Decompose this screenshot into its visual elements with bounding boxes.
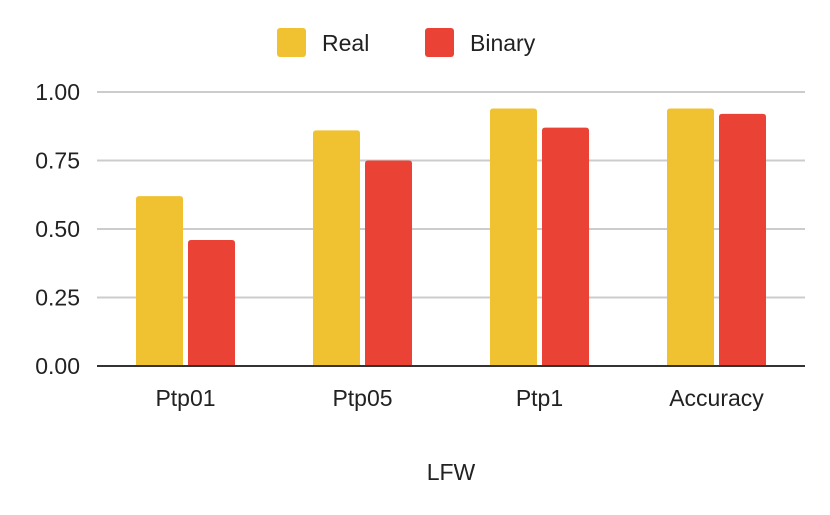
y-tick-label: 0.25 xyxy=(35,285,80,311)
bar-binary-ptp05 xyxy=(365,160,412,366)
x-tick-label: Accuracy xyxy=(669,385,764,411)
legend: Real Binary xyxy=(277,28,536,57)
x-tick-label: Ptp1 xyxy=(516,385,563,411)
bar-real-ptp01 xyxy=(136,196,183,366)
y-tick-label: 0.75 xyxy=(35,148,80,174)
bar-binary-ptp1 xyxy=(542,127,589,367)
x-axis-ticks: Ptp01 Ptp05 Ptp1 Accuracy xyxy=(155,385,764,411)
y-tick-label: 1.00 xyxy=(35,79,80,105)
bars xyxy=(136,108,766,367)
x-tick-label: Ptp01 xyxy=(155,385,215,411)
bar-binary-accuracy xyxy=(719,113,766,366)
y-tick-label: 0.00 xyxy=(35,353,80,379)
x-axis-title: LFW xyxy=(427,459,476,485)
x-tick-label: Ptp05 xyxy=(332,385,392,411)
bar-real-ptp05 xyxy=(313,130,360,366)
bar-binary-ptp01 xyxy=(188,239,235,366)
bar-real-ptp1 xyxy=(490,108,537,366)
bar-real-accuracy xyxy=(667,108,714,366)
legend-swatch-real xyxy=(277,28,306,57)
legend-label-real: Real xyxy=(322,30,369,56)
y-axis-ticks: 0.00 0.25 0.50 0.75 1.00 xyxy=(35,79,80,379)
y-tick-label: 0.50 xyxy=(35,216,80,242)
legend-swatch-binary xyxy=(425,28,454,57)
legend-label-binary: Binary xyxy=(470,30,536,56)
